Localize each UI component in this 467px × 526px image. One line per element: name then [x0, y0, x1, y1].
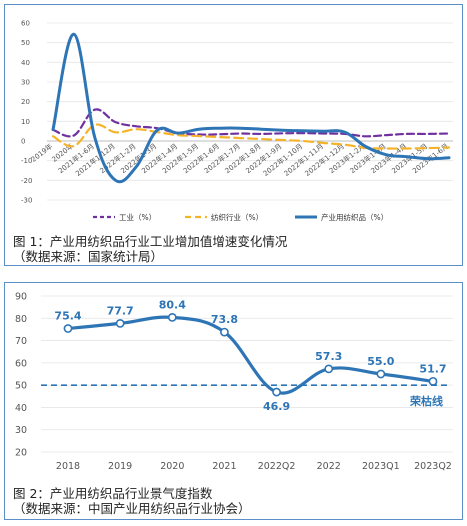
chart2-y-tick-label: 60: [15, 358, 27, 369]
chart2-x-tick-label: 2023Q1: [362, 461, 400, 472]
chart2-data-point: [324, 364, 334, 374]
chart2-data-point: [63, 324, 73, 333]
chart2-x-tick-label: 2021: [212, 461, 236, 472]
chart2-y-tick-label: 90: [15, 292, 27, 303]
chart1-y-tick-label: 40: [21, 59, 30, 67]
chart2-data-point: [115, 319, 125, 328]
chart1-y-tick-label: -10: [21, 157, 32, 165]
chart2-data-label: 46.9: [263, 400, 290, 413]
chart1-caption: 图 1：产业用纺织品行业工业增加值增速变化情况 （数据来源：国家统计局）: [13, 234, 287, 264]
chart2-svg: 20 30 40 50 60 70 80 90 荣枯线 2018 2019 2020 2021 2022Q…: [15, 292, 453, 472]
chart1-caption-title: 图 1：产业用纺织品行业工业增加值增速变化情况: [13, 234, 288, 249]
chart2-data-point: [167, 312, 177, 322]
chart1-y-tick-label: -30: [21, 197, 32, 205]
chart2-caption: 图 2：产业用纺织品行业景气度指数 （数据来源：中国产业用纺织品行业协会）: [13, 486, 251, 516]
chart2-x-tick-label: 2022Q2: [258, 461, 296, 472]
chart2-data-label: 80.4: [159, 298, 186, 311]
chart2-panel: 20 30 40 50 60 70 80 90 荣枯线 2018 2019 2020 2021 2022Q…: [4, 282, 463, 520]
chart2-x-tick-label: 2023Q2: [414, 461, 452, 472]
chart2-data-label: 75.4: [54, 310, 81, 323]
chart1-panel: -30 -20 -10 0 10 20 30 40 50 60 2019年 2020年 2021年1-6…: [4, 4, 463, 266]
chart1-y-tick-label: 0: [21, 138, 25, 146]
chart1-legend-label: 工业（%）: [119, 212, 156, 222]
chart1-y-tick-label: -20: [21, 177, 32, 185]
chart2-y-tick-label: 30: [15, 425, 27, 436]
chart2-y-tick-label: 70: [15, 336, 27, 347]
chart2-x-tick-label: 2022: [317, 461, 341, 472]
chart1-y-tick-label: 30: [21, 79, 30, 87]
chart2-data-label: 57.3: [315, 350, 342, 363]
chart2-y-tick-label: 50: [15, 381, 27, 392]
chart1-y-tick-label: 60: [21, 20, 30, 28]
chart2-data-point: [376, 369, 386, 379]
chart2-data-label: 77.7: [107, 304, 134, 317]
chart2-caption-title: 图 2：产业用纺织品行业景气度指数: [13, 486, 213, 501]
chart1-caption-source: （数据来源：国家统计局）: [13, 249, 164, 264]
chart1-y-tick-label: 10: [21, 118, 30, 126]
chart1-svg: -30-20-1001020304050602019年2020年2021年1-6…: [21, 20, 453, 222]
chart2-y-tick-label: 40: [15, 403, 27, 414]
chart1-series-line-1: [51, 108, 451, 138]
chart2-data-label: 51.7: [419, 362, 446, 375]
chart2-x-tick-label: 2018: [56, 461, 80, 472]
chart2-data-point: [220, 327, 229, 337]
chart2-series-line: [66, 315, 435, 395]
chart2-y-tick-label: 80: [15, 314, 27, 325]
chart2-caption-source: （数据来源：中国产业用纺织品行业协会）: [13, 501, 251, 516]
chart1-series-line-3: [51, 32, 451, 184]
chart1-legend-label: 纺织行业（%）: [211, 212, 263, 222]
chart2-data-point: [428, 376, 438, 386]
chart2-x-tick-label: 2020: [160, 461, 184, 472]
chart1-y-tick-label: 20: [21, 98, 30, 106]
chart2-data-label: 55.0: [367, 355, 394, 368]
chart2-data-point: [272, 387, 281, 397]
chart2-reference-line-label: 荣枯线: [409, 394, 443, 408]
chart1-series-line-2: [51, 123, 451, 150]
chart1-legend-label: 产业用纺织品（%）: [321, 212, 388, 222]
chart2-x-tick-label: 2019: [108, 461, 132, 472]
chart2-data-label: 73.8: [211, 313, 238, 326]
chart2-y-tick-label: 20: [15, 448, 27, 459]
chart1-y-tick-label: 50: [21, 39, 30, 47]
